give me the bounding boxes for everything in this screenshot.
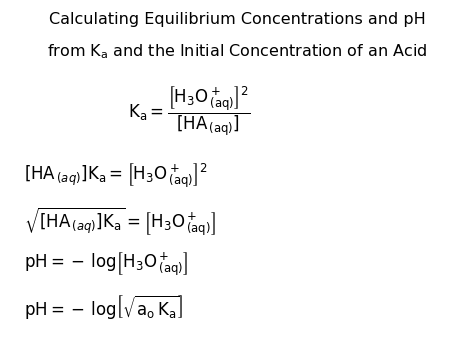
Text: $\sqrt{\left[\mathrm{HA}_{\,(aq)}\right]\mathrm{K_a}} = \left[\mathrm{H_3O^+_{\,: $\sqrt{\left[\mathrm{HA}_{\,(aq)}\right]…: [24, 206, 216, 238]
Text: Calculating Equilibrium Concentrations and pH: Calculating Equilibrium Concentrations a…: [49, 12, 425, 27]
Text: $\mathrm{K_a = \dfrac{\left[H_3O^+_{\,(aq)}\right]^2}{\left[HA_{\,(aq)}\right]}}: $\mathrm{K_a = \dfrac{\left[H_3O^+_{\,(a…: [128, 85, 251, 138]
Text: $\left[\mathrm{HA}_{\,(aq)}\right]\mathrm{K_a} = \left[\mathrm{H_3O^+_{\,(aq)}}\: $\left[\mathrm{HA}_{\,(aq)}\right]\mathr…: [24, 162, 208, 190]
Text: $\mathrm{pH = -\,log}\left[\mathrm{H_3O^+_{\,(aq)}}\right]$: $\mathrm{pH = -\,log}\left[\mathrm{H_3O^…: [24, 251, 188, 278]
Text: $\mathrm{pH = -\,log}\left[\sqrt{\mathrm{a_o\,K_a}}\right]$: $\mathrm{pH = -\,log}\left[\sqrt{\mathrm…: [24, 293, 183, 321]
Text: from $\mathrm{K_a}$ and the Initial Concentration of an Acid: from $\mathrm{K_a}$ and the Initial Conc…: [47, 43, 427, 61]
